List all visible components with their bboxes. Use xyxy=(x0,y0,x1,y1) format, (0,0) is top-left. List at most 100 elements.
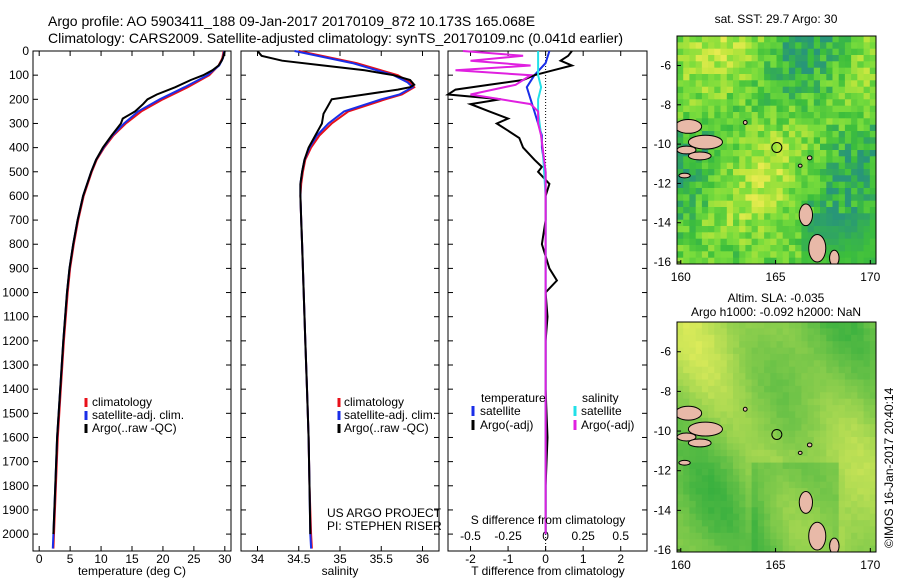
heatmap-cell xyxy=(807,257,815,264)
heatmap-cell xyxy=(751,55,759,62)
heatmap-cell xyxy=(677,373,684,381)
heatmap-cell xyxy=(701,245,709,252)
heatmap-cell xyxy=(838,347,846,355)
heatmap-cell xyxy=(764,462,771,470)
heatmap-cell xyxy=(844,513,852,521)
heatmap-cell xyxy=(764,360,771,368)
heatmap-cell xyxy=(695,188,703,195)
heatmap-cell xyxy=(739,169,746,176)
heatmap-cell xyxy=(863,322,871,329)
heatmap-cell xyxy=(720,468,728,476)
heatmap-cell xyxy=(739,213,746,221)
heatmap-cell xyxy=(701,74,709,81)
heatmap-cell xyxy=(751,238,759,246)
heatmap-cell xyxy=(764,181,771,189)
heatmap-cell xyxy=(788,373,796,381)
heatmap-cell xyxy=(838,545,846,552)
heatmap-cell xyxy=(770,112,778,119)
heatmap-cell xyxy=(788,188,796,195)
heatmap-cell xyxy=(820,67,827,75)
heatmap-cell xyxy=(776,405,784,413)
heatmap-cell xyxy=(683,175,690,183)
heatmap-cell xyxy=(782,137,790,145)
heatmap-cell xyxy=(677,475,684,483)
heatmap-cell xyxy=(701,526,709,534)
heatmap-cell xyxy=(720,55,728,62)
heatmap-cell xyxy=(701,80,709,88)
heatmap-cell xyxy=(832,99,840,107)
heatmap-cell xyxy=(807,353,815,361)
heatmap-cell xyxy=(820,500,827,508)
heatmap-cell xyxy=(689,245,697,252)
heatmap-cell xyxy=(733,507,740,515)
heatmap-cell xyxy=(851,200,858,208)
heatmap-cell xyxy=(764,232,771,240)
heatmap-cell xyxy=(826,188,834,195)
heatmap-cell xyxy=(720,494,728,502)
heatmap-cell xyxy=(751,373,759,381)
heatmap-cell xyxy=(820,353,827,361)
heatmap-cell xyxy=(751,424,759,432)
heatmap-cell xyxy=(820,162,827,170)
heatmap-cell xyxy=(708,238,715,246)
heatmap-cell xyxy=(757,61,765,69)
heatmap-cell xyxy=(733,424,740,432)
x-tick-label: 0 xyxy=(542,552,549,566)
heatmap-cell xyxy=(745,194,753,202)
series-line xyxy=(52,50,225,549)
heatmap-cell xyxy=(788,392,796,400)
heatmap-cell xyxy=(863,42,871,50)
heatmap-cell xyxy=(795,481,802,489)
heatmap-cell xyxy=(776,112,784,119)
series-line xyxy=(294,50,415,549)
y-tick-label: 600 xyxy=(9,189,29,203)
heatmap-cell xyxy=(807,513,815,521)
heatmap-cell xyxy=(788,520,796,528)
heatmap-cell xyxy=(739,245,746,252)
heatmap-cell xyxy=(788,449,796,457)
heatmap-cell xyxy=(739,532,746,540)
heatmap-cell xyxy=(826,67,834,75)
heatmap-cell xyxy=(838,162,846,170)
heatmap-cell xyxy=(745,188,753,195)
heatmap-cell xyxy=(714,462,722,470)
heatmap-cell xyxy=(826,366,834,374)
heatmap-cell xyxy=(733,194,740,202)
heatmap-cell xyxy=(720,207,728,214)
heatmap-cell xyxy=(813,366,821,374)
heatmap-cell xyxy=(708,48,715,56)
heatmap-cell xyxy=(720,488,728,496)
heatmap-cell xyxy=(770,392,778,400)
heatmap-cell xyxy=(708,181,715,189)
heatmap-cell xyxy=(844,398,852,406)
heatmap-cell xyxy=(776,520,784,528)
heatmap-cell xyxy=(844,245,852,252)
heatmap-cell xyxy=(863,539,871,547)
heatmap-cell xyxy=(770,207,778,214)
heatmap-cell xyxy=(832,411,840,419)
heatmap-cell xyxy=(745,67,753,75)
heatmap-cell xyxy=(701,131,709,138)
heatmap-cell xyxy=(689,213,697,221)
heatmap-cell xyxy=(795,360,802,368)
heatmap-cell xyxy=(714,322,722,329)
heatmap-cell xyxy=(813,385,821,393)
heatmap-cell xyxy=(776,468,784,476)
heatmap-cell xyxy=(832,67,840,75)
heatmap-cell xyxy=(726,188,734,195)
heatmap-cell xyxy=(788,55,796,62)
heatmap-cell xyxy=(795,200,802,208)
heatmap-cell xyxy=(807,347,815,355)
heatmap-cell xyxy=(844,520,852,528)
heatmap-cell xyxy=(726,526,734,534)
heatmap-cell xyxy=(695,245,703,252)
heatmap-cell xyxy=(863,245,871,252)
heatmap-cell xyxy=(801,379,809,387)
heatmap-cell xyxy=(757,539,765,547)
heatmap-cell xyxy=(677,526,684,534)
heatmap-cell xyxy=(745,36,753,43)
heatmap-cell xyxy=(695,219,703,227)
heatmap-cell xyxy=(807,437,815,444)
heatmap-cell xyxy=(826,494,834,502)
heatmap-cell xyxy=(726,545,734,552)
